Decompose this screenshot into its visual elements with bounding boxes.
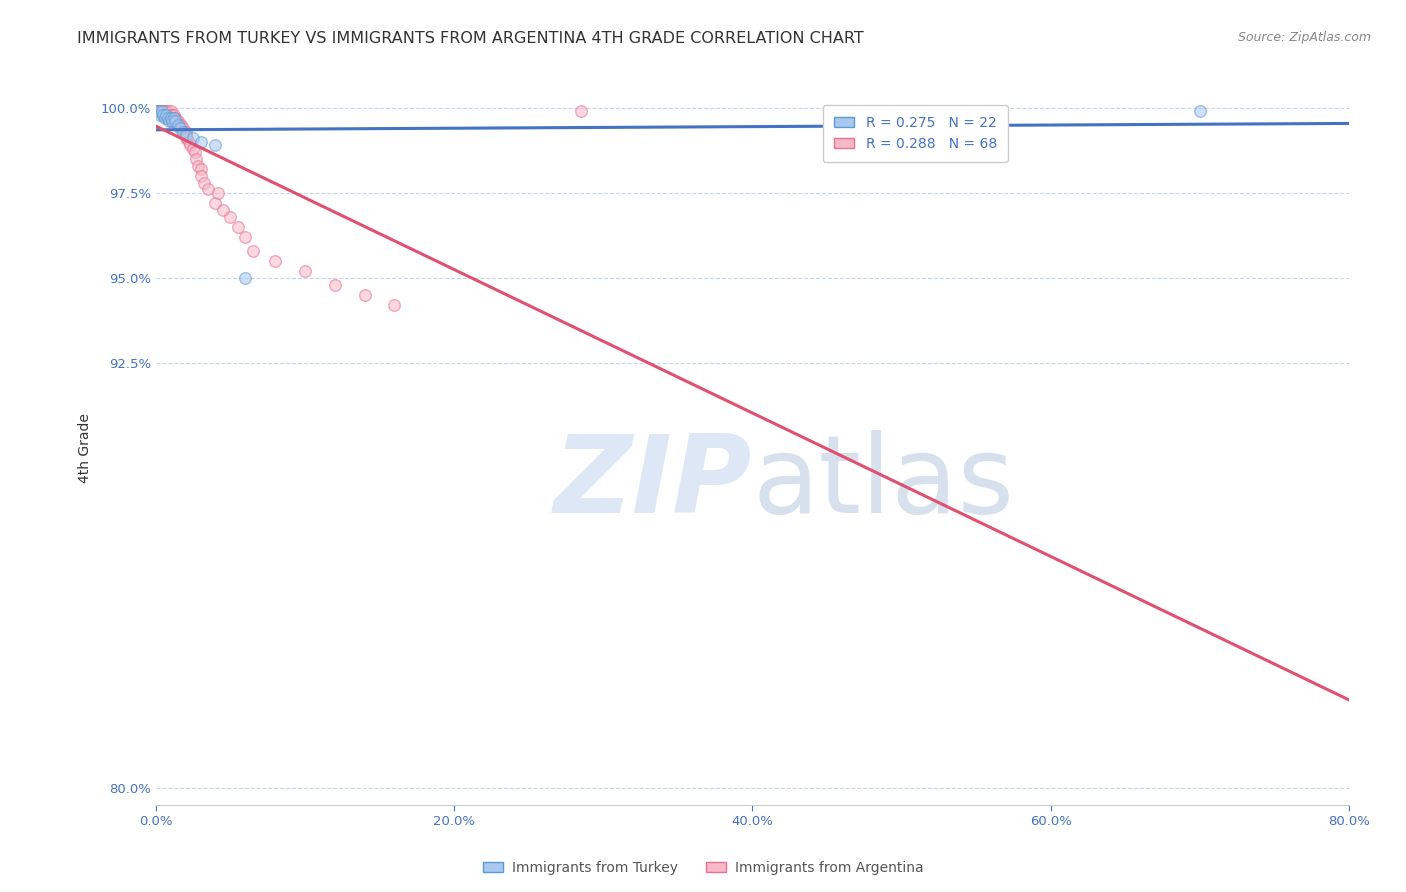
Point — [152, 107, 174, 121]
Point — [163, 107, 186, 121]
Point — [172, 125, 194, 139]
Point — [148, 104, 170, 119]
Point — [165, 111, 187, 125]
Point — [155, 107, 177, 121]
Point — [219, 210, 242, 224]
Point — [1188, 104, 1211, 119]
Point — [184, 152, 207, 166]
Point — [149, 104, 172, 119]
Point — [159, 114, 181, 128]
Point — [165, 114, 187, 128]
Point — [353, 287, 375, 301]
Point — [153, 104, 176, 119]
Point — [167, 118, 190, 132]
Point — [156, 111, 179, 125]
Point — [179, 138, 201, 153]
Point — [155, 107, 177, 121]
Point — [153, 111, 176, 125]
Point — [176, 131, 198, 145]
Point — [204, 138, 226, 153]
Point — [162, 107, 184, 121]
Point — [172, 121, 194, 136]
Point — [264, 253, 287, 268]
Point — [152, 104, 174, 119]
Point — [148, 104, 170, 119]
Point — [197, 182, 219, 196]
Point — [150, 104, 173, 119]
Point — [569, 104, 592, 119]
Point — [149, 104, 172, 119]
Point — [183, 145, 205, 159]
Point — [174, 128, 197, 142]
Point — [156, 111, 179, 125]
Point — [156, 107, 179, 121]
Point — [165, 114, 187, 128]
Point — [233, 270, 256, 285]
Point — [156, 104, 179, 119]
Point — [155, 111, 177, 125]
Point — [384, 298, 406, 312]
Point — [146, 104, 169, 119]
Point — [163, 111, 186, 125]
Point — [190, 135, 212, 149]
Point — [170, 118, 193, 132]
Point — [155, 104, 177, 119]
Point — [181, 142, 204, 156]
Point — [181, 131, 204, 145]
Point — [174, 125, 197, 139]
Point — [190, 161, 212, 176]
Point — [193, 176, 215, 190]
Point — [226, 219, 249, 234]
Point — [163, 111, 186, 125]
Point — [150, 104, 173, 119]
Point — [242, 244, 264, 258]
Point — [169, 118, 191, 132]
Point — [152, 104, 174, 119]
Point — [169, 121, 191, 136]
Point — [150, 104, 173, 119]
Text: Source: ZipAtlas.com: Source: ZipAtlas.com — [1237, 31, 1371, 45]
Point — [159, 104, 181, 119]
Text: IMMIGRANTS FROM TURKEY VS IMMIGRANTS FROM ARGENTINA 4TH GRADE CORRELATION CHART: IMMIGRANTS FROM TURKEY VS IMMIGRANTS FRO… — [77, 31, 865, 46]
Point — [152, 107, 174, 121]
Point — [148, 104, 170, 119]
Point — [152, 104, 174, 119]
Point — [146, 104, 169, 119]
Point — [153, 104, 176, 119]
Point — [204, 196, 226, 211]
Point — [190, 169, 212, 183]
Point — [233, 230, 256, 244]
Point — [150, 104, 173, 119]
Point — [207, 186, 229, 200]
Text: ZIP: ZIP — [554, 430, 752, 536]
Point — [162, 111, 184, 125]
Point — [159, 111, 181, 125]
Point — [173, 125, 195, 139]
Text: atlas: atlas — [752, 430, 1014, 536]
Point — [146, 104, 169, 119]
Point — [149, 104, 172, 119]
Legend: Immigrants from Turkey, Immigrants from Argentina: Immigrants from Turkey, Immigrants from … — [477, 855, 929, 880]
Point — [149, 107, 172, 121]
Y-axis label: 4th Grade: 4th Grade — [79, 413, 93, 483]
Point — [167, 118, 190, 132]
Legend: R = 0.275   N = 22, R = 0.288   N = 68: R = 0.275 N = 22, R = 0.288 N = 68 — [823, 105, 1008, 162]
Point — [159, 107, 181, 121]
Point — [212, 202, 235, 217]
Point — [157, 111, 180, 125]
Point — [323, 277, 346, 292]
Point — [148, 104, 170, 119]
Point — [157, 114, 180, 128]
Point — [162, 114, 184, 128]
Point — [174, 131, 197, 145]
Point — [167, 114, 190, 128]
Point — [294, 264, 316, 278]
Point — [166, 114, 188, 128]
Point — [187, 159, 209, 173]
Point — [177, 135, 200, 149]
Point — [157, 107, 180, 121]
Point — [153, 104, 176, 119]
